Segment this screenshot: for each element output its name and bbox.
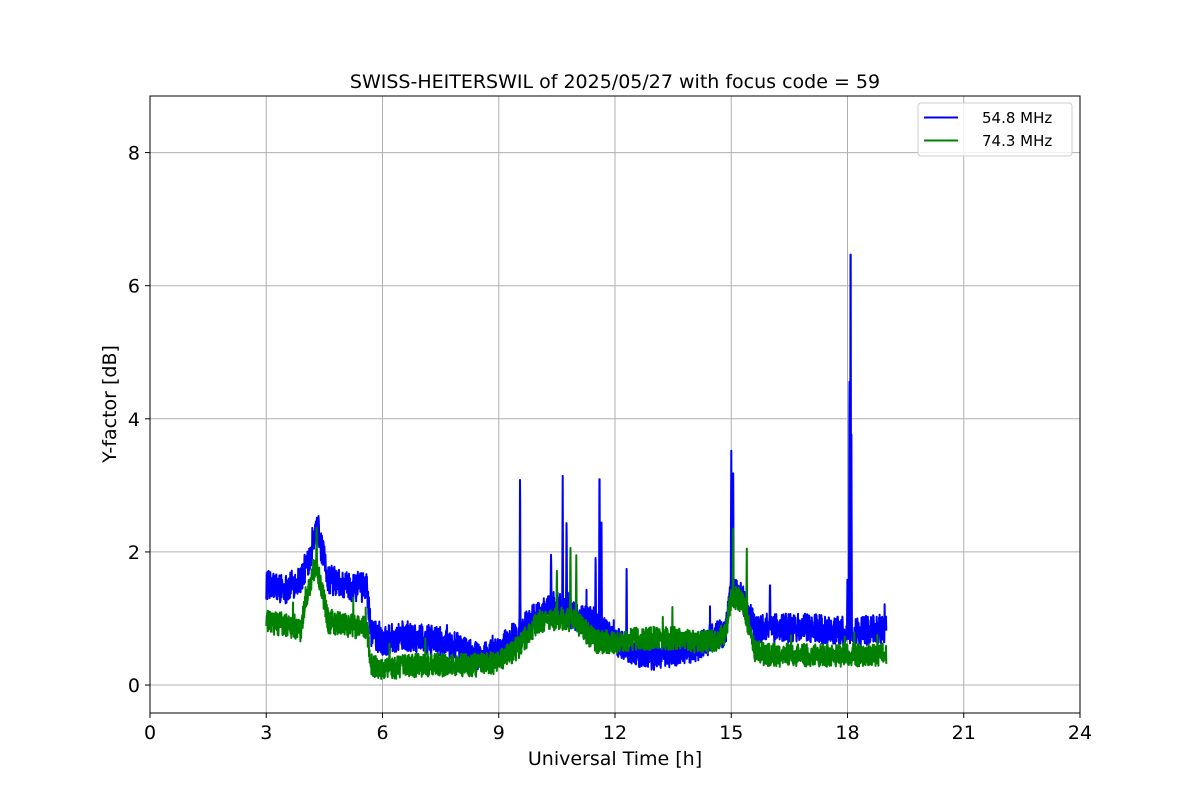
legend-label-54-8-mhz: 54.8 MHz xyxy=(982,109,1052,127)
x-tick-label: 24 xyxy=(1068,722,1092,744)
y-tick-label: 4 xyxy=(128,409,140,431)
series-line-74-3-mhz xyxy=(265,526,888,680)
x-tick-label: 18 xyxy=(835,722,859,744)
y-axis-label: Y-factor [dB] xyxy=(99,345,121,464)
x-tick-label: 6 xyxy=(376,722,388,744)
x-tick-label: 21 xyxy=(952,722,976,744)
legend-box xyxy=(917,102,1073,157)
chart-title: SWISS-HEITERSWIL of 2025/05/27 with focu… xyxy=(350,71,880,93)
x-tick-label: 0 xyxy=(144,722,156,744)
legend: 54.8 MHz 74.3 MHz xyxy=(917,102,1073,157)
x-tick-label: 3 xyxy=(260,722,272,744)
y-tick-label: 6 xyxy=(128,276,140,298)
y-tick-label: 2 xyxy=(128,542,140,564)
x-tick-label: 15 xyxy=(719,722,743,744)
y-tick-label: 0 xyxy=(128,675,140,697)
plot-area-series xyxy=(265,253,888,680)
y-tick-label: 8 xyxy=(128,143,140,165)
x-tick-label: 9 xyxy=(493,722,505,744)
x-axis-label: Universal Time [h] xyxy=(528,748,702,770)
legend-label-74-3-mhz: 74.3 MHz xyxy=(982,132,1052,150)
x-tick-label: 12 xyxy=(603,722,627,744)
